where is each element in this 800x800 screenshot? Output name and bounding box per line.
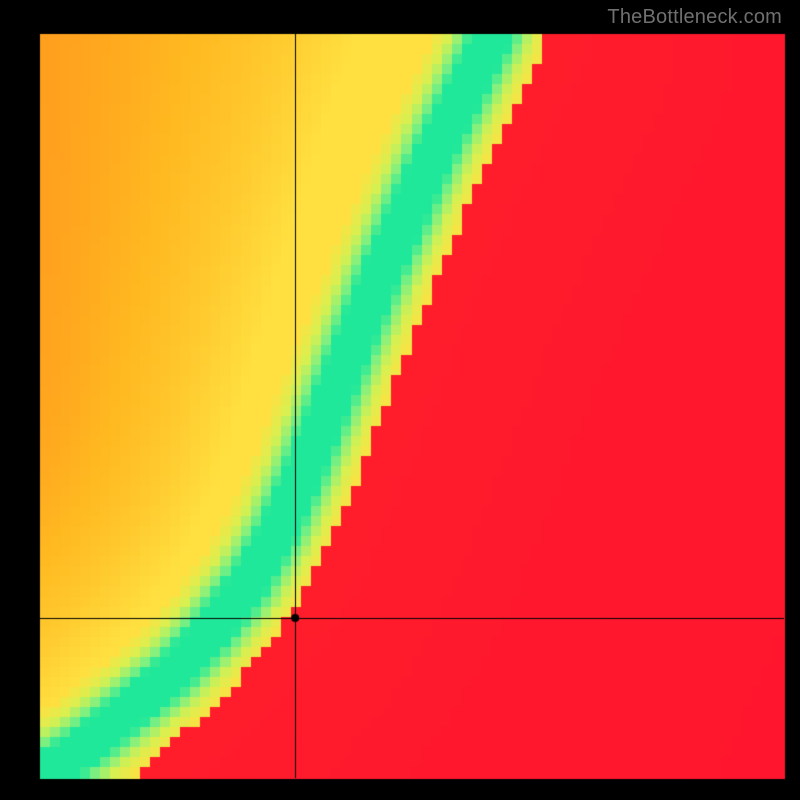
heatmap-chart bbox=[0, 0, 800, 800]
watermark-text: TheBottleneck.com bbox=[607, 6, 782, 29]
chart-container: TheBottleneck.com bbox=[0, 0, 800, 800]
